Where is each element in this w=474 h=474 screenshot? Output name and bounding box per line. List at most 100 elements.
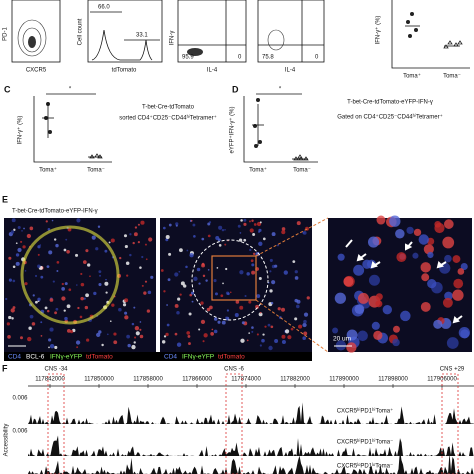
cell [24, 270, 27, 272]
cell [216, 267, 219, 269]
cell [54, 311, 57, 315]
cell [213, 329, 218, 334]
cell [400, 310, 411, 322]
cell [15, 261, 20, 266]
cell [420, 301, 431, 312]
cell [32, 294, 35, 297]
coord-label: 117866000 [182, 377, 212, 383]
cell [335, 340, 347, 351]
cell [396, 252, 407, 263]
cell [241, 321, 245, 325]
cell [12, 306, 16, 309]
dots [253, 98, 262, 148]
cell [139, 334, 144, 339]
cell [23, 227, 25, 230]
cell [251, 326, 254, 329]
cell [98, 270, 102, 274]
cell [56, 260, 60, 264]
cell [124, 244, 128, 249]
cell [251, 270, 256, 275]
cell [256, 294, 261, 298]
axis-label: IL-4 [207, 68, 218, 74]
cell [346, 329, 358, 341]
cell [39, 244, 42, 246]
cell [294, 317, 298, 321]
cell [371, 321, 380, 330]
cell [251, 263, 255, 267]
panel-letter: F [2, 363, 8, 373]
legend-item: CD4 [164, 354, 177, 361]
cell [269, 289, 273, 293]
group-label: Toma⁺ [403, 73, 421, 80]
cell [457, 268, 465, 275]
cell [49, 343, 55, 349]
cell [376, 215, 386, 225]
cell [188, 342, 191, 345]
cell [145, 258, 148, 261]
cell [76, 218, 81, 223]
cell [134, 226, 138, 229]
cell [190, 219, 193, 222]
cell [46, 309, 50, 313]
cell [213, 279, 217, 283]
cell [37, 245, 41, 249]
cell [10, 308, 15, 313]
cell [101, 343, 104, 347]
flow-row: PD-1 CXCR5 Cell count 66.0 33.1 tdTomato… [3, 0, 470, 80]
cell [129, 233, 132, 236]
cell [418, 234, 429, 245]
cell [353, 264, 365, 276]
legend-item: tdTomato [86, 354, 113, 361]
cell [217, 320, 221, 324]
cell [210, 332, 214, 336]
cell [222, 282, 224, 285]
cell [248, 300, 252, 304]
cell [276, 244, 280, 247]
cell [177, 297, 181, 301]
cell [126, 274, 129, 277]
legend-item: CD4 [8, 354, 21, 361]
cell [225, 316, 228, 319]
cell [132, 241, 135, 245]
cell [133, 341, 136, 344]
cell [205, 279, 208, 282]
histogram [91, 29, 153, 61]
cell [64, 316, 68, 321]
cell [111, 303, 115, 307]
cell [123, 234, 128, 238]
cell [303, 312, 309, 317]
quadrant-value: 0 [238, 55, 242, 61]
cell [259, 344, 262, 347]
cell [54, 345, 58, 350]
cell [218, 225, 223, 230]
cell [203, 333, 208, 338]
cell [108, 241, 111, 244]
cell [37, 253, 40, 256]
track-label: CXCR5ˡᵒPD1ˡᵒToma⁻ [337, 463, 393, 470]
cell [166, 323, 170, 327]
cell [166, 304, 168, 306]
cell [140, 220, 145, 225]
group-label: Toma⁺ [39, 167, 57, 174]
dots [443, 40, 463, 49]
cell [15, 253, 20, 257]
cell [229, 291, 232, 294]
gc-outline [20, 225, 120, 325]
cell [433, 319, 443, 329]
axis-label: Accessibility [4, 424, 10, 457]
cell [251, 330, 254, 333]
cell [284, 329, 290, 334]
axis-label: IFN-γ [170, 31, 176, 46]
cell [268, 345, 273, 351]
cell [113, 340, 118, 345]
cell [48, 346, 50, 349]
legend-strip [4, 352, 312, 361]
cell [139, 266, 142, 269]
cell [264, 325, 267, 328]
cell [186, 331, 191, 335]
cell [49, 298, 54, 302]
group-label: Toma⁻ [293, 168, 311, 174]
cell [48, 338, 52, 342]
axis-label: IFN-γ⁺ (%) [17, 116, 24, 145]
cell [179, 293, 182, 296]
